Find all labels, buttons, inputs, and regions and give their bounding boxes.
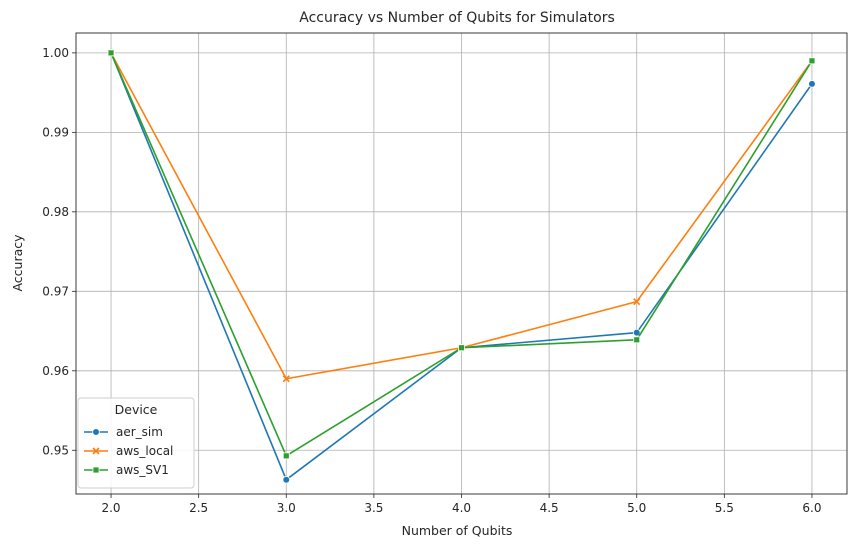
chart-title: Accuracy vs Number of Qubits for Simulat… [299, 10, 615, 26]
y-tick-label: 0.99 [42, 125, 69, 139]
legend-box [77, 397, 195, 489]
x-tick-label: 6.0 [802, 501, 821, 515]
legend-marker [92, 466, 100, 474]
series-aws_SV1 [107, 49, 816, 460]
data-point [633, 298, 641, 306]
y-ticks: 0.95 0.96 0.97 0.98 0.99 1.00 [42, 46, 76, 457]
data-point [808, 57, 816, 65]
y-tick-label: 0.96 [42, 364, 69, 378]
x-tick-label: 5.5 [715, 501, 734, 515]
y-tick-label: 0.98 [42, 205, 69, 219]
legend-entry: aer_sim [84, 425, 163, 439]
legend-title: Device [115, 402, 158, 417]
data-point [458, 344, 465, 352]
data-point [282, 375, 290, 383]
legend-entry: aws_SV1 [84, 463, 169, 477]
x-axis-label: Number of Qubits [402, 523, 513, 538]
grid [76, 33, 847, 494]
data-point [633, 336, 641, 344]
legend-label: aws_local [116, 444, 173, 458]
x-ticks: 2.0 2.5 3.0 3.5 4.0 4.5 5.0 5.5 6.0 [101, 494, 822, 515]
x-tick-label: 3.0 [277, 501, 296, 515]
x-tick-label: 3.5 [364, 501, 383, 515]
y-tick-label: 1.00 [42, 46, 69, 60]
legend-entry: aws_local [84, 444, 173, 458]
data-point [107, 49, 115, 57]
x-tick-label: 4.0 [452, 501, 471, 515]
legend-items: aer_sim aws_local aws_SV1 [84, 425, 173, 477]
data-point [632, 328, 641, 337]
y-axis-label: Accuracy [10, 234, 25, 292]
legend-label: aws_SV1 [116, 463, 169, 477]
x-tick-label: 4.5 [540, 501, 559, 515]
legend: Device aer_sim aws_local aws_SV1 [77, 397, 195, 489]
x-tick-label: 2.5 [189, 501, 208, 515]
legend-label: aer_sim [116, 425, 163, 439]
legend-marker [92, 447, 100, 455]
data-point [808, 80, 816, 88]
legend-marker [92, 428, 100, 436]
y-tick-label: 0.97 [42, 284, 69, 298]
x-tick-label: 5.0 [627, 501, 646, 515]
y-tick-label: 0.95 [42, 443, 69, 457]
x-tick-label: 2.0 [101, 501, 120, 515]
series-layer [107, 49, 816, 484]
data-point [282, 475, 291, 484]
data-point [282, 452, 290, 460]
